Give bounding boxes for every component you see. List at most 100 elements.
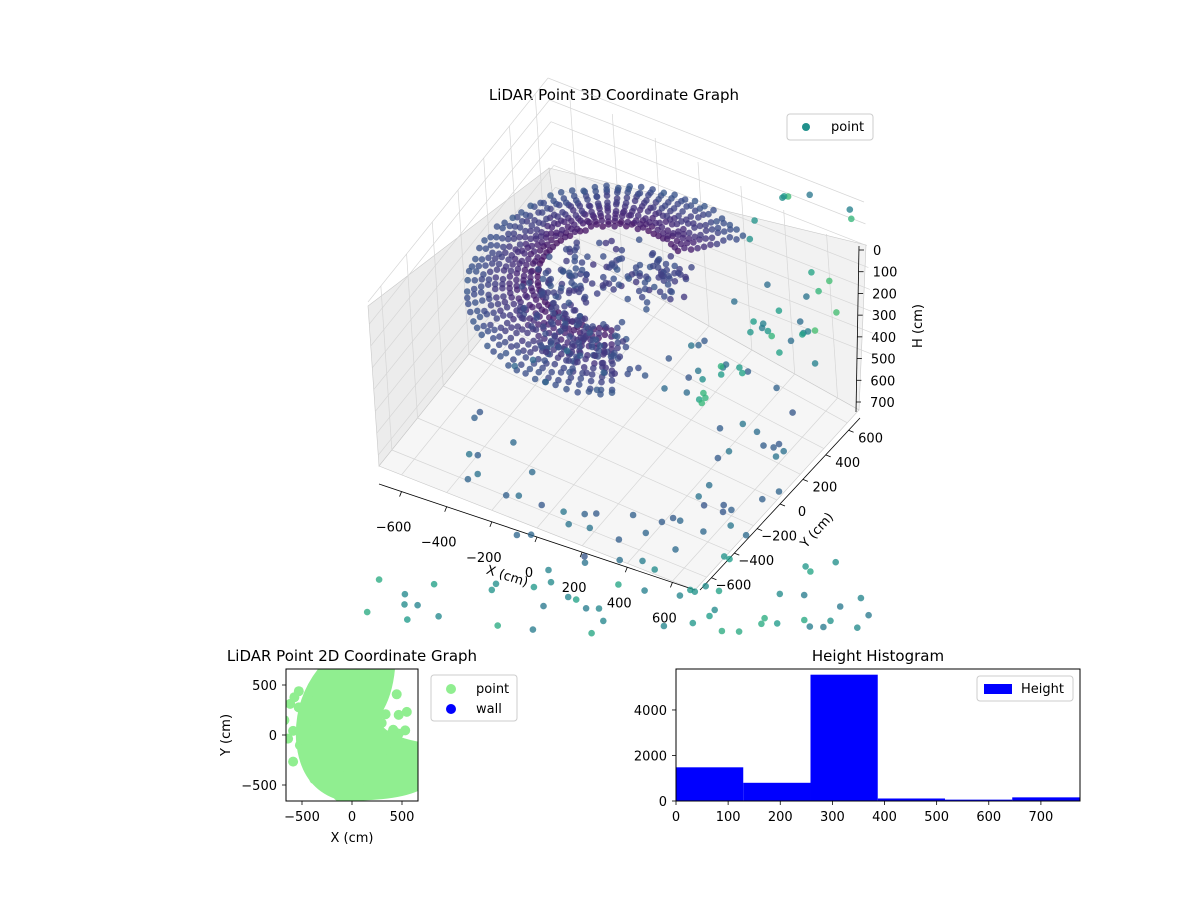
point-3d	[576, 343, 584, 351]
point-3d	[505, 230, 512, 238]
point-3d	[568, 187, 576, 194]
y-tick-label: −400	[738, 554, 774, 569]
histogram-y-tick-label: 2000	[634, 749, 667, 764]
point-3d	[643, 299, 651, 306]
grid-line-floor-x	[581, 349, 753, 546]
point-3d	[691, 588, 699, 595]
point-3d	[574, 358, 581, 366]
point-3d	[664, 232, 672, 240]
point-3d	[543, 215, 550, 223]
point-3d	[716, 425, 724, 432]
point-3d	[547, 192, 554, 199]
point-3d	[521, 304, 528, 312]
point-3d	[585, 202, 593, 209]
point-3d	[601, 331, 609, 339]
point-2d	[374, 708, 385, 719]
point-3d	[529, 626, 537, 633]
point-3d	[636, 272, 644, 280]
point-3d	[626, 365, 634, 373]
point-2d	[376, 718, 387, 728]
point-3d	[598, 378, 605, 386]
point-3d	[510, 356, 517, 363]
histogram-y-tick-label: 4000	[634, 704, 667, 719]
point-3d	[525, 341, 532, 348]
point-3d	[671, 191, 678, 199]
point-3d	[643, 273, 650, 281]
point-3d	[559, 209, 566, 216]
point-3d	[600, 253, 607, 260]
grid-line-back-x	[826, 233, 838, 399]
point-3d	[611, 370, 618, 377]
point-3d	[492, 285, 499, 293]
point-3d	[488, 586, 496, 594]
point-3d	[705, 210, 712, 218]
point-3d	[527, 235, 534, 243]
point-3d	[775, 440, 783, 448]
point-3d	[550, 197, 557, 205]
point-3d	[523, 293, 531, 301]
grid-line-left-y	[380, 285, 393, 451]
point-3d	[615, 255, 623, 263]
point-3d	[751, 217, 758, 224]
point-3d	[587, 377, 595, 385]
point-3d	[758, 620, 765, 628]
point-3d	[435, 613, 442, 620]
point-3d	[667, 252, 675, 260]
point-3d	[565, 520, 572, 528]
point-3d	[605, 280, 613, 288]
grid-line-floor-y	[520, 289, 825, 449]
point-3d	[570, 192, 578, 200]
point-3d	[854, 624, 861, 631]
point-3d	[519, 326, 526, 333]
grid-line-back-x	[740, 185, 753, 351]
point-3d	[541, 357, 548, 364]
chart-2d-title: LiDAR Point 2D Coordinate Graph	[227, 647, 477, 665]
point-3d	[643, 197, 650, 204]
point-3d	[595, 330, 603, 337]
point-3d	[490, 348, 497, 355]
point-3d	[584, 253, 591, 260]
point-2d	[393, 709, 404, 720]
grid-line-floor-y	[545, 257, 848, 424]
grid-line-left-y	[457, 189, 470, 355]
point-3d	[542, 330, 549, 338]
point-3d	[375, 576, 383, 583]
point-2d	[354, 776, 365, 787]
point-3d	[582, 227, 589, 234]
z-tick-label: 0	[873, 244, 881, 259]
x-tick-mark	[670, 582, 673, 588]
x-tick-label: 200	[562, 581, 587, 596]
point-2d	[378, 690, 389, 701]
point-3d	[718, 627, 726, 635]
point-3d	[490, 309, 497, 317]
point-3d	[484, 281, 492, 289]
point-3d	[526, 279, 533, 287]
z-tick-label: 500	[871, 353, 896, 368]
point-3d	[642, 215, 649, 222]
point-3d	[626, 183, 633, 190]
point-3d	[667, 295, 674, 303]
point-3d	[474, 451, 482, 459]
point-3d	[563, 257, 570, 265]
legend-2d-point-label: point	[476, 682, 509, 697]
point-3d	[581, 553, 588, 560]
x-tick-mark	[489, 521, 493, 528]
point-3d	[622, 343, 630, 351]
point-3d	[470, 285, 478, 293]
point-3d	[675, 212, 682, 220]
point-3d	[700, 528, 707, 535]
point-3d	[759, 495, 766, 503]
point-3d	[510, 315, 517, 323]
y-tick-mark	[779, 503, 786, 507]
point-3d	[529, 260, 537, 267]
point-3d	[479, 297, 486, 304]
point-3d	[524, 329, 531, 337]
legend-2d-point-marker	[446, 684, 456, 694]
point-3d	[687, 202, 695, 209]
point-3d	[600, 273, 607, 281]
point-3d	[465, 450, 473, 458]
point-3d	[571, 253, 579, 261]
point-3d	[632, 278, 640, 286]
x-axis-label-2d: X (cm)	[331, 831, 374, 846]
point-3d	[764, 281, 771, 289]
